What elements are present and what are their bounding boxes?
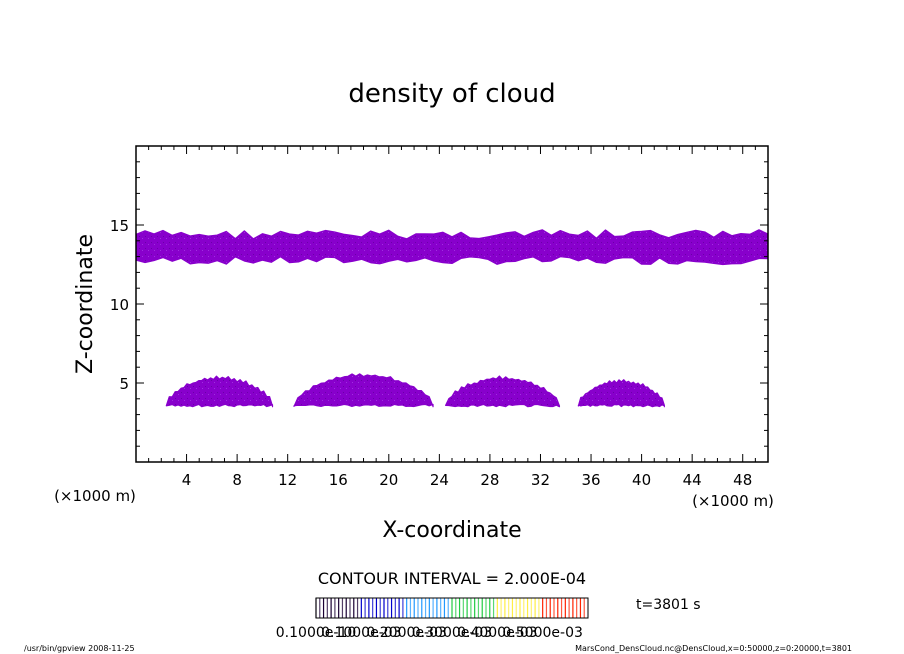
colorbar-tick-label: 0.2000e-03 <box>366 625 446 641</box>
y-tick-label: 10 <box>110 296 129 314</box>
cloud-region-4 <box>445 375 561 408</box>
x-unit-label-right: (×1000 m) <box>692 492 774 510</box>
x-tick-label: 36 <box>581 471 600 489</box>
x-tick-label: 32 <box>531 471 550 489</box>
time-label: t=3801 s <box>636 597 701 613</box>
footer-program: /usr/bin/gpview 2008-11-25 <box>24 644 135 653</box>
x-unit-label-left: (×1000 m) <box>54 487 136 505</box>
cloud-region-2 <box>165 375 274 408</box>
colorbar-labels: 0.1000e-100.1000e-030.2000e-030.3000e-03… <box>276 625 583 641</box>
y-axis-label: Z-coordinate <box>73 234 98 374</box>
colorbar-tick-label: 0.1000e-10 <box>276 625 356 641</box>
x-tick-label: 24 <box>430 471 449 489</box>
x-tick-label: 20 <box>379 471 398 489</box>
x-tick-label: 12 <box>278 471 297 489</box>
x-tick-label: 40 <box>632 471 651 489</box>
colorbar <box>315 597 589 619</box>
y-tick-label: 5 <box>119 375 129 393</box>
cloud-region-3 <box>293 373 434 408</box>
x-tick-label: 4 <box>182 471 192 489</box>
colorbar-tick-label: 0.3000e-03 <box>412 625 492 641</box>
plot-frame <box>135 145 769 463</box>
y-tick-label: 15 <box>110 217 129 235</box>
x-tick-label: 28 <box>480 471 499 489</box>
colorbar-frame <box>315 597 589 619</box>
x-tick-label: 8 <box>232 471 242 489</box>
x-axis-label: X-coordinate <box>382 518 521 543</box>
cloud-region-5 <box>577 379 665 408</box>
x-tick-label: 44 <box>683 471 702 489</box>
cloud-regions <box>136 229 768 408</box>
chart-title: density of cloud <box>348 79 555 109</box>
cloud-region-1 <box>136 229 768 266</box>
colorbar-tick-label: 0.5000e-03 <box>502 625 582 641</box>
x-tick-label: 16 <box>329 471 348 489</box>
colorbar-tick-label: 0.1000e-03 <box>321 625 401 641</box>
x-tick-label: 48 <box>733 471 752 489</box>
footer-source: MarsCond_DensCloud.nc@DensCloud,x=0:5000… <box>575 644 852 653</box>
contour-interval-label: CONTOUR INTERVAL = 2.000E-04 <box>318 569 586 588</box>
colorbar-tick-label: 0.4000e-03 <box>457 625 537 641</box>
